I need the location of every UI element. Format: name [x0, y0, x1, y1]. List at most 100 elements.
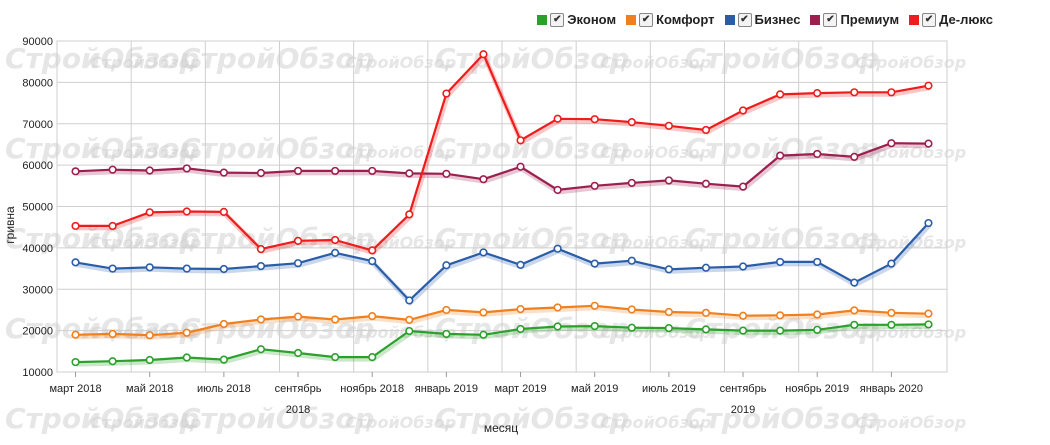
data-point: [145, 166, 154, 175]
data-point: [442, 305, 451, 315]
checkbox-icon[interactable]: ✔: [823, 12, 838, 27]
legend-item-komfort[interactable]: ✔ Комфорт: [626, 12, 715, 27]
data-point: [182, 264, 191, 273]
data-point: [256, 261, 266, 271]
data-point: [701, 125, 711, 135]
data-point: [219, 319, 228, 329]
legend-label: Премиум: [840, 12, 900, 27]
data-point: [145, 263, 154, 272]
watermark-text: СтройОбзор: [345, 143, 456, 162]
data-point: [627, 256, 636, 265]
data-point: [108, 264, 117, 273]
data-point: [813, 89, 822, 98]
legend-swatch: [537, 14, 548, 25]
data-point: [776, 326, 785, 335]
data-point: [442, 329, 451, 339]
watermark-text: СтройОбзор: [90, 53, 201, 72]
data-point: [442, 261, 451, 270]
watermark-text: СтройОбзор: [5, 402, 200, 435]
series-line-shadow: [76, 323, 930, 367]
watermark-text: СтройОбзор: [855, 413, 966, 432]
data-point: [776, 257, 785, 267]
data-point: [442, 169, 451, 178]
data-point: [219, 264, 228, 274]
data-point: [219, 355, 228, 364]
x-tick-label: май 2018: [126, 383, 173, 395]
legend-label: Бизнес: [754, 12, 801, 27]
watermark-text: СтройОбзор: [855, 53, 966, 72]
watermark-text: СтройОбзор: [5, 132, 200, 165]
data-point: [293, 348, 303, 358]
x-group-label: 2018: [286, 404, 310, 416]
data-point: [627, 323, 636, 332]
y-tick-label: 60000: [22, 160, 53, 172]
legend-swatch: [724, 14, 735, 25]
series-3: [71, 218, 933, 306]
data-point: [701, 325, 711, 334]
data-point: [664, 265, 673, 274]
watermark-text: СтройОбзор: [855, 323, 966, 342]
data-point: [516, 136, 525, 145]
x-tick-label: ноябрь 2018: [340, 383, 404, 395]
x-group-label: 2019: [731, 404, 755, 416]
data-point: [293, 259, 303, 268]
data-point: [590, 301, 599, 310]
x-tick-label: июль 2019: [642, 383, 696, 395]
legend-item-premium[interactable]: ✔ Премиум: [810, 12, 899, 27]
data-point: [256, 345, 266, 354]
series-2: [71, 301, 933, 340]
checkbox-icon[interactable]: ✔: [550, 12, 565, 27]
watermark-text: СтройОбзор: [600, 143, 711, 162]
data-point: [368, 246, 377, 255]
legend-item-econom[interactable]: ✔ Эконом: [537, 12, 616, 27]
y-axis-title: гривна: [3, 206, 17, 244]
y-axis-ticks: 10000 20000 30000 40000 50000 60000 70000 80000…: [22, 36, 53, 379]
legend-item-biznes[interactable]: ✔ Бизнес: [724, 12, 801, 27]
legend-label: Эконом: [567, 12, 617, 27]
watermark-text: СтройОбзор: [685, 222, 880, 255]
series-line: [75, 222, 930, 302]
data-point: [256, 168, 266, 178]
y-tick-label: 70000: [22, 119, 53, 131]
data-point: [924, 218, 933, 228]
x-tick-label: январь 2020: [860, 383, 923, 395]
data-point: [701, 179, 711, 188]
data-point: [516, 305, 525, 314]
checkbox-icon[interactable]: ✔: [639, 12, 654, 27]
legend-item-deluxe[interactable]: ✔ Де-люкс: [909, 12, 993, 27]
data-point: [850, 152, 859, 161]
data-point: [182, 328, 191, 337]
data-point: [479, 248, 488, 257]
x-tick-label: май 2019: [571, 383, 618, 395]
data-point: [776, 311, 785, 320]
data-point: [293, 312, 303, 321]
data-point: [516, 324, 525, 334]
data-point: [71, 357, 80, 367]
data-point: [331, 166, 340, 176]
watermark-text: СтройОбзор: [90, 233, 201, 252]
checkbox-icon[interactable]: ✔: [922, 12, 937, 27]
watermark-text: СтройОбзор: [435, 42, 630, 75]
data-point: [813, 325, 822, 334]
x-axis-title: месяц: [484, 421, 518, 435]
data-point: [627, 117, 636, 127]
checkbox-icon[interactable]: ✔: [737, 12, 752, 27]
data-point: [516, 162, 525, 171]
data-point: [219, 207, 228, 216]
data-point: [590, 115, 599, 124]
data-point: [664, 324, 673, 333]
data-point: [887, 308, 896, 317]
series-1: [71, 320, 933, 367]
y-tick-label: 40000: [22, 243, 53, 255]
data-point: [590, 321, 599, 331]
data-point: [108, 329, 117, 339]
watermark-text: СтройОбзор: [345, 413, 456, 432]
data-point: [590, 181, 599, 190]
data-point: [405, 326, 414, 336]
watermark-text: СтройОбзор: [90, 143, 201, 162]
watermark-text: СтройОбзор: [5, 222, 200, 255]
watermark-text: СтройОбзор: [180, 132, 375, 165]
watermark-text: СтройОбзор: [685, 42, 880, 75]
watermark-text: СтройОбзор: [685, 402, 880, 435]
